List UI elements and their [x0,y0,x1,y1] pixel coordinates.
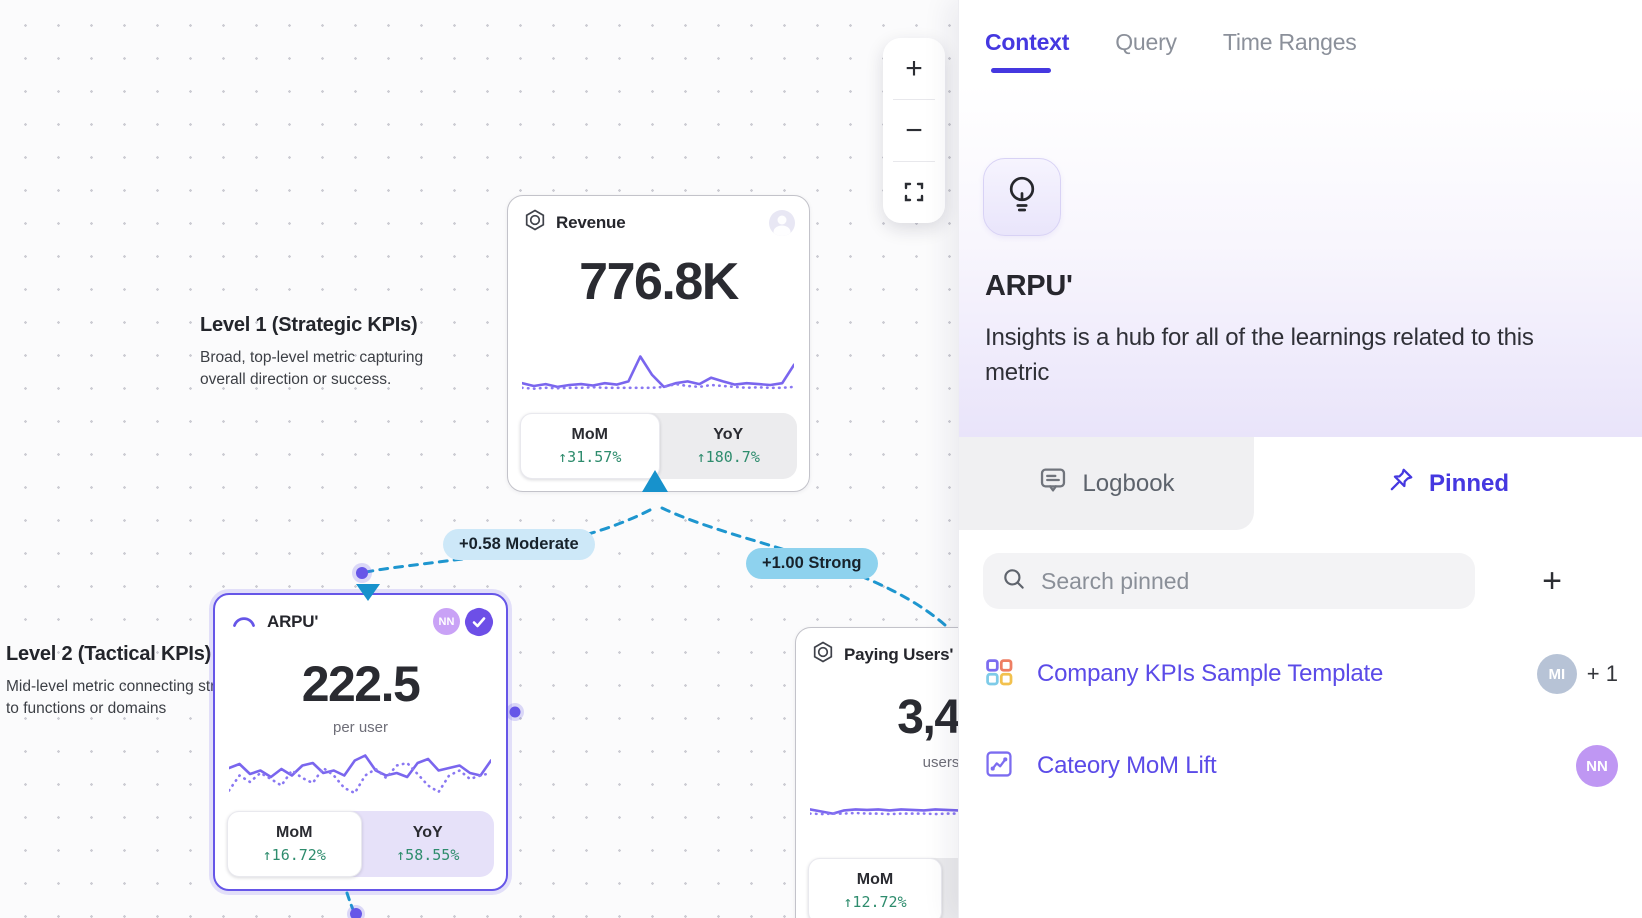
tab-query[interactable]: Query [1115,28,1177,55]
mom-toggle[interactable]: MoM ↑16.72% [227,811,362,877]
tab-context[interactable]: Context [985,28,1070,55]
yoy-value: ↑180.7% [696,448,760,466]
insights-tile [983,158,1061,236]
metric-tree-canvas[interactable]: Level 1 (Strategic KPIs) Broad, top-leve… [0,0,958,918]
metric-unit: users [922,754,958,771]
mom-label: MoM [856,871,894,888]
mom-label: MoM [571,426,608,443]
lightbulb-icon [1004,174,1040,221]
pushpin-icon [1387,466,1415,501]
card-handle-dot [509,706,521,718]
mom-label: MoM [276,824,313,841]
subtab-logbook[interactable]: Logbook [959,437,1254,530]
grid-template-icon [983,656,1015,693]
level-1-annotation: Level 1 (Strategic KPIs) Broad, top-leve… [200,314,442,391]
correlation-label-moderate[interactable]: +0.58 Moderate [443,529,595,560]
avatar-mi[interactable]: MI [1536,654,1577,694]
pinned-item-cateory-mom-lift[interactable]: Cateory MoM Lift NN [983,737,1618,795]
metric-card-paying-users[interactable]: Paying Users' 3,49 users MoM ↑12.72% [795,627,958,918]
details-panel: Context Query Time Ranges ARPU' Insights… [958,0,1642,918]
arpu-sparkline [229,754,491,795]
connector-handle-dot-bottom [350,908,362,918]
pinned-search-row: + [983,552,1618,610]
chart-lift-icon [983,748,1015,785]
fit-view-button[interactable] [883,162,945,223]
hexagon-icon [524,209,546,236]
check-badge-icon [466,608,492,635]
extra-collaborators-count: + 1 [1586,661,1618,686]
search-box[interactable] [983,553,1475,609]
search-icon [1001,566,1027,597]
connector-handle-dot [356,567,368,579]
revenue-sparkline [522,355,794,391]
card-title: Paying Users' [844,644,954,664]
metric-value: 3,49 [897,691,958,744]
pinned-item-company-kpis[interactable]: Company KPIs Sample Template MI + 1 [983,645,1618,703]
yoy-toggle[interactable] [942,858,958,918]
level-2-annotation: Level 2 (Tactical KPIs) Mid-level metric… [6,643,258,720]
owner-avatar[interactable]: NN [433,608,460,635]
level-1-description: Broad, top-level metric capturing overal… [200,349,424,388]
correlation-label-strong[interactable]: +1.00 Strong [746,548,878,579]
metric-card-arpu[interactable]: ARPU' NN 222.5 per user MoM ↑16.72% [213,593,508,891]
level-1-title: Level 1 (Strategic KPIs) [200,314,418,336]
card-title: ARPU' [267,611,319,631]
subtab-logbook-label: Logbook [1082,469,1175,497]
mom-value: ↑16.72% [262,846,326,864]
search-pinned-input[interactable] [1041,567,1457,595]
metric-value: 776.8K [579,253,739,311]
assignee-avatar-empty[interactable] [769,209,795,236]
active-tab-underline [991,68,1051,73]
zoom-in-button[interactable]: + [883,38,945,99]
arc-icon [231,612,257,632]
metric-unit: per user [332,719,389,736]
logbook-pinned-tabs: Logbook Pinned [959,437,1642,530]
zoom-out-button[interactable]: − [883,100,945,161]
fit-view-icon [904,176,924,210]
level-2-description: Mid-level metric connecting strategy to … [6,678,254,717]
yoy-label: YoY [713,426,744,443]
paying-users-sparkline [810,808,958,816]
level-2-title: Level 2 (Tactical KPIs) [6,643,212,665]
metric-header-section: ARPU' Insights is a hub for all of the l… [959,84,1642,437]
card-title: Revenue [556,212,626,232]
yoy-label: YoY [412,824,443,841]
subtab-pinned-label: Pinned [1428,469,1509,497]
avatar-nn[interactable]: NN [1576,745,1618,787]
panel-tab-bar: Context Query Time Ranges [959,0,1642,84]
hexagon-icon [812,641,834,668]
mom-value: ↑12.72% [843,893,907,911]
mom-value: ↑31.57% [558,448,622,466]
tab-time-ranges[interactable]: Time Ranges [1222,28,1357,55]
yoy-value: ↑58.55% [396,846,460,864]
metric-name-heading: ARPU' [985,270,1073,302]
logbook-chat-icon [1038,465,1068,502]
metric-value: 222.5 [301,656,421,712]
add-pinned-button[interactable]: + [1542,562,1562,600]
mom-toggle[interactable]: MoM ↑12.72% [808,858,942,918]
mom-toggle[interactable]: MoM ↑31.57% [520,413,660,479]
metric-description: Insights is a hub for all of the learnin… [985,324,1534,386]
pinned-item-label[interactable]: Cateory MoM Lift [1037,752,1217,779]
pinned-item-label[interactable]: Company KPIs Sample Template [1037,660,1384,687]
subtab-pinned[interactable]: Pinned [1254,437,1642,530]
yoy-toggle[interactable]: YoY ↑180.7% [660,413,798,479]
metric-card-revenue[interactable]: Revenue 776.8K MoM ↑31.57% YoY ↑180.7% [507,195,810,492]
yoy-toggle[interactable]: YoY ↑58.55% [362,811,495,877]
canvas-zoom-toolbar: + − [883,38,945,223]
